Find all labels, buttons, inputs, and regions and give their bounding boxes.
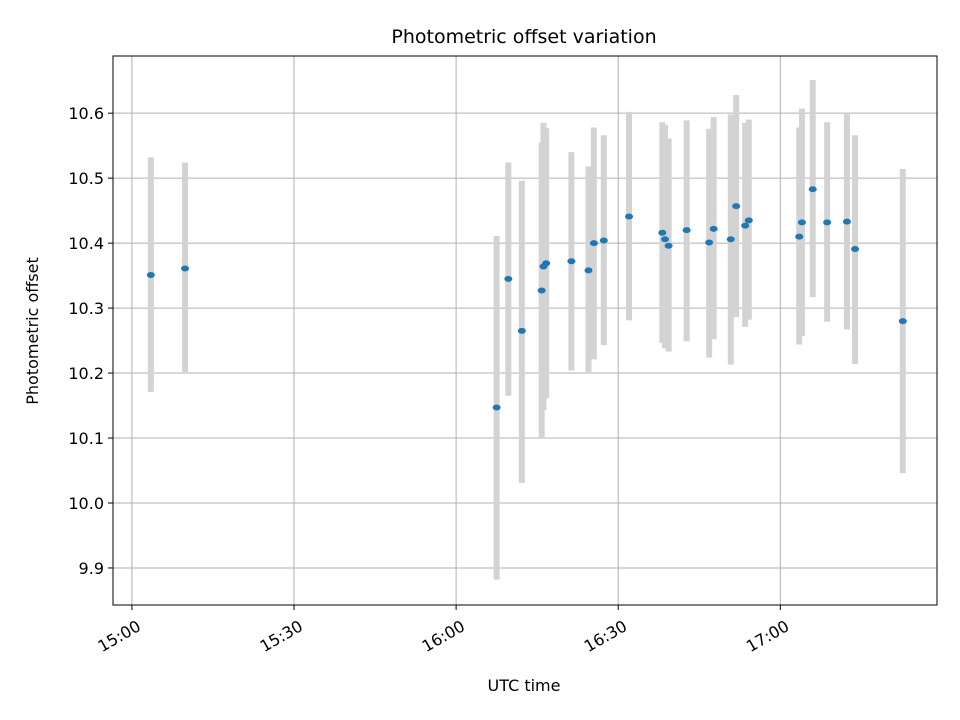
data-point bbox=[599, 237, 608, 244]
data-point bbox=[682, 227, 691, 234]
data-point bbox=[146, 271, 155, 278]
y-tick-label: 10.3 bbox=[68, 299, 104, 318]
data-point bbox=[898, 318, 907, 325]
data-point bbox=[705, 239, 714, 246]
y-tick-label: 10.2 bbox=[68, 364, 104, 383]
y-tick-label: 10.0 bbox=[68, 494, 104, 513]
y-axis-ticks: 9.9 10.0 10.1 10.2 10.3 10.4 10.5 10.6 bbox=[68, 104, 113, 578]
data-point bbox=[851, 245, 860, 252]
data-point bbox=[504, 275, 513, 282]
y-tick-label: 10.1 bbox=[68, 429, 104, 448]
data-point bbox=[492, 404, 501, 411]
data-point bbox=[589, 240, 598, 247]
data-point bbox=[726, 236, 735, 243]
data-point bbox=[797, 219, 806, 226]
y-tick-label: 10.6 bbox=[68, 104, 104, 123]
data-point bbox=[542, 260, 551, 267]
y-tick-label: 9.9 bbox=[79, 559, 104, 578]
y-tick-label: 10.4 bbox=[68, 234, 104, 253]
data-point bbox=[744, 217, 753, 224]
x-axis-label: UTC time bbox=[488, 676, 561, 695]
plot-frame bbox=[112, 55, 938, 606]
chart-title: Photometric offset variation bbox=[391, 26, 656, 48]
data-point bbox=[732, 203, 741, 210]
data-point bbox=[795, 233, 804, 240]
data-point bbox=[842, 218, 851, 225]
data-point bbox=[625, 213, 634, 220]
data-point bbox=[181, 265, 190, 272]
data-point bbox=[517, 327, 526, 334]
y-tick-label: 10.5 bbox=[68, 169, 104, 188]
data-point bbox=[658, 229, 667, 236]
data-point bbox=[664, 242, 673, 249]
data-point bbox=[709, 225, 718, 232]
data-points bbox=[146, 186, 907, 411]
data-point bbox=[661, 236, 670, 243]
y-axis-label: Photometric offset bbox=[23, 257, 42, 405]
data-point bbox=[567, 258, 576, 265]
data-point bbox=[584, 267, 593, 274]
data-point bbox=[741, 222, 750, 229]
data-point bbox=[537, 287, 546, 294]
data-point bbox=[808, 186, 817, 193]
grid-lines bbox=[113, 56, 937, 605]
data-point bbox=[823, 219, 832, 226]
